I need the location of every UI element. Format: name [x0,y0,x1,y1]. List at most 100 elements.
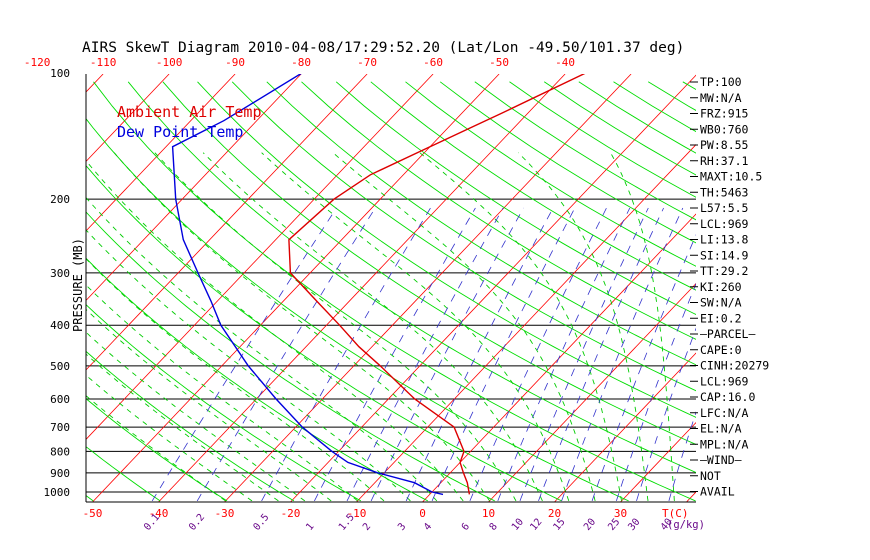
mixing-ratio-tick: 12 [528,517,544,533]
mixing-ratio-line [431,207,576,502]
moist-adiabat-line [86,374,253,502]
index-text: SI:14.9 [700,248,749,262]
dry-adiabat-line [197,81,696,418]
mixing-ratio-tick: 0.5 [251,512,271,533]
dry-adiabat-line [86,257,429,502]
mixing-ratio-tick: 20 [582,517,598,533]
mixing-ratio-line [314,207,476,502]
index-text: —PARCEL— [700,327,755,341]
isotherm-line [86,74,170,163]
mixing-ratio-line [469,207,607,502]
series-line-dew-point-temp [171,74,444,496]
isotherm-line [86,74,434,440]
dry-adiabat-line [86,350,295,502]
dry-adiabat-line [301,81,696,340]
top-temp-tick: -120 [24,56,51,69]
moist-adiabat-line [517,152,649,501]
index-text: RH:37.1 [700,154,749,168]
bottom-temp-tick: 30 [614,507,627,520]
moist-adiabat-line [86,395,226,502]
moist-adiabat-line [113,152,490,502]
grid-lines [0,74,870,502]
bottom-temp-unit: T(C) [662,507,689,520]
dry-adiabat-line [162,81,696,446]
isotherm-line [0,74,37,502]
pressure-tick-200: 200 [50,193,70,206]
isotherm-line [753,74,870,502]
mixing-ratio-line [346,207,504,502]
pressure-tick-500: 500 [50,360,70,373]
index-text: EL:N/A [700,422,742,436]
index-text: CAPE:0 [700,343,742,357]
index-text: LCL:969 [700,374,749,388]
index-text: EI:0.2 [700,311,742,325]
index-text: —WIND— [700,453,742,467]
pressure-tick-300: 300 [50,267,70,280]
moist-adiabat-line [610,152,675,501]
index-text: AVAIL [700,485,735,499]
mixing-ratio-tick: 4 [422,521,434,533]
index-text: LFC:N/A [700,406,749,420]
bottom-temp-tick: 0 [419,507,426,520]
mixing-ratio-line [151,207,337,502]
index-text: L57:5.5 [700,201,748,215]
mixing-ratio-line [261,207,431,502]
pressure-tick-1000: 1000 [44,486,71,499]
dry-adiabat-line [231,81,696,392]
index-text: MAXT:10.5 [700,170,762,184]
bottom-temp-tick: -20 [281,507,301,520]
top-temp-tick: -110 [90,56,117,69]
isotherm-line [488,282,696,502]
index-text: TT:29.2 [700,264,748,278]
isotherm-line [224,74,632,502]
dry-adiabat-line [93,81,696,502]
index-text: LI:13.8 [700,233,749,247]
dry-adiabat-line [335,81,696,316]
pressure-tick-900: 900 [50,467,70,480]
index-text: MPL:N/A [700,437,749,451]
isotherm-line [86,74,302,302]
mixing-ratio-tick: 10 [510,517,526,533]
pressure-tick-100: 100 [50,67,70,80]
bottom-temp-tick: -30 [215,507,235,520]
dry-adiabat-line [86,304,362,502]
mixing-ratio-line [196,207,376,502]
moist-adiabat-line [86,159,464,502]
moist-adiabat-line [154,152,517,502]
dry-adiabat-line [0,82,26,501]
mixing-ratio-tick: 3 [396,521,408,533]
y-axis-label: PRESSURE (MB) [71,238,85,332]
isotherm-line [554,352,696,502]
mixing-ratio-line [497,207,631,502]
index-text: KI:260 [700,280,742,294]
dry-adiabat-line [86,211,495,502]
chart-title: AIRS SkewT Diagram 2010-04-08/17:29:52.2… [82,40,684,56]
dry-adiabat-line [474,81,696,221]
moist-adiabat-line [86,258,385,502]
top-temp-tick: -90 [225,56,245,69]
moist-adiabat-line [86,331,306,502]
top-temp-tick: -80 [291,56,311,69]
dry-adiabat-line [266,81,696,366]
index-text: FRZ:915 [700,107,748,121]
series-line-ambient-air-temp [288,74,586,495]
dry-adiabat-line [370,81,696,291]
moist-adiabat-line [261,152,570,502]
index-text: NOT [700,469,721,483]
dry-adiabat-line [86,165,562,502]
mixing-ratio-unit: (g/kg) [667,519,705,531]
moist-adiabat-line [202,152,543,502]
mixing-ratio-tick: 1 [304,521,316,533]
isotherm-line [86,74,236,232]
pressure-tick-700: 700 [50,421,70,434]
bottom-temp-tick: -50 [83,507,103,520]
bottom-temp-tick: 10 [482,507,495,520]
mixing-ratio-tick: 30 [626,517,642,533]
index-text: SW:N/A [700,296,742,310]
pressure-tick-600: 600 [50,393,70,406]
top-temp-tick: -50 [489,56,509,69]
mixing-ratio-line [519,207,649,502]
moist-adiabat-line [332,152,596,502]
